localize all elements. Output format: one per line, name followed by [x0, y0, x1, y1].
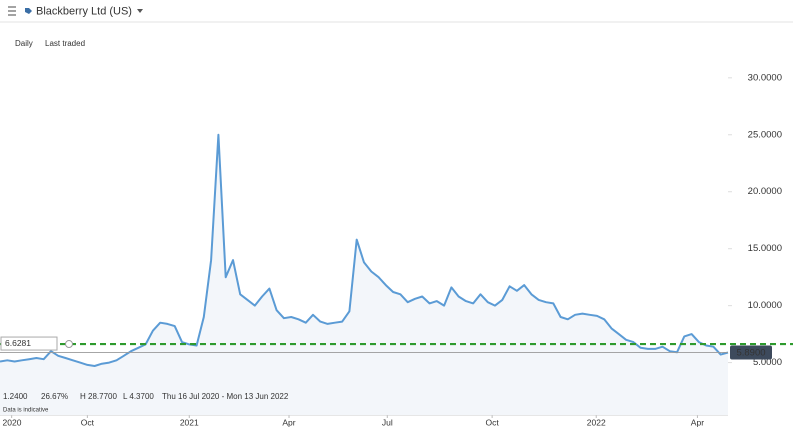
date-range: Thu 16 Jul 2020 - Mon 13 Jun 2022: [162, 392, 289, 401]
tag-icon: [25, 8, 32, 14]
change-pct: 26.67%: [41, 392, 68, 401]
change: 1.2400: [3, 392, 28, 401]
x-tick-label: 2020: [3, 417, 22, 427]
toolbar: [0, 0, 793, 22]
x-tick-label: Jul: [382, 417, 393, 427]
reference-handle[interactable]: [65, 340, 73, 349]
x-tick-label: 2022: [587, 417, 606, 427]
y-tick-label: 25.0000: [748, 129, 782, 140]
mode-label[interactable]: Last traded: [45, 39, 85, 48]
last-price-box: [730, 345, 772, 360]
last-price-label: 5.8900: [736, 347, 765, 358]
dropdown-caret[interactable]: [137, 9, 143, 13]
y-tick-label: 30.0000: [748, 72, 782, 83]
reference-box: [0, 336, 58, 351]
interval-label[interactable]: Daily: [15, 39, 33, 48]
instrument-title[interactable]: Blackberry Ltd (US): [36, 5, 132, 17]
y-tick-label: 20.0000: [748, 186, 782, 197]
menu-icon[interactable]: [8, 6, 16, 16]
x-tick-label: 2021: [180, 417, 199, 427]
y-tick-label: 5.0000: [753, 357, 782, 368]
note: Data is indicative: [3, 408, 49, 414]
area: [0, 134, 728, 416]
x-tick-label: Apr: [691, 417, 704, 427]
reference-label: 6.6281: [5, 338, 31, 348]
price-line: [0, 133, 729, 367]
x-tick-label: Apr: [282, 417, 295, 427]
high: H 28.7700: [80, 392, 117, 401]
y-tick-label: 10.0000: [748, 300, 782, 311]
low: L 4.3700: [123, 392, 154, 401]
x-tick-label: Oct: [81, 417, 95, 427]
y-tick-label: 15.0000: [748, 243, 782, 254]
x-tick-label: Oct: [486, 417, 500, 427]
